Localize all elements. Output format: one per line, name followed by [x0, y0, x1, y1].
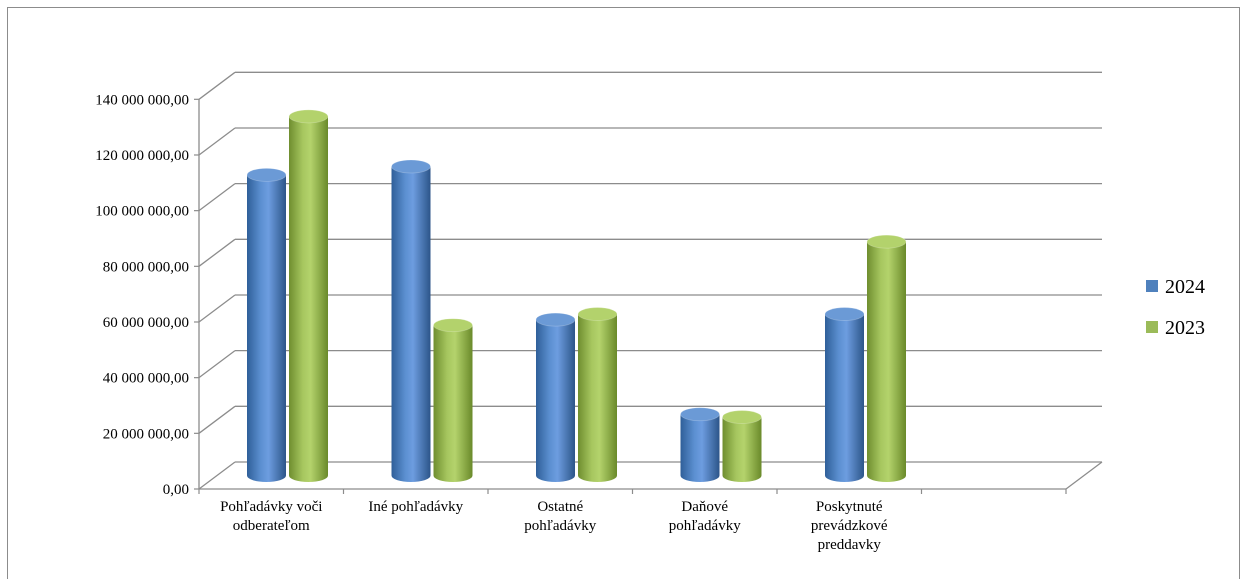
y-tick-label: 0,00	[163, 482, 189, 498]
bar-top	[824, 307, 865, 321]
category-label: Pohľadávky voči	[220, 499, 322, 515]
y-tick-label: 40 000 000,00	[103, 371, 189, 387]
bar-2024	[246, 167, 287, 482]
legend: 2024 2023	[1146, 276, 1205, 339]
category-label: preddavky	[818, 537, 882, 553]
y-tick-label: 100 000 000,00	[95, 204, 189, 220]
bar-top	[288, 109, 329, 124]
bar-2023	[577, 307, 618, 482]
bar-body	[722, 417, 762, 482]
bars-layer	[246, 109, 907, 482]
category-label: Poskytnuté	[816, 499, 883, 515]
legend-label: 2023	[1165, 317, 1205, 339]
bar-body	[680, 414, 720, 482]
y-tick-label: 120 000 000,00	[95, 148, 189, 164]
labels-layer: 0,00 20 000 000,00 40 000 000,00 60 000 000…	[95, 92, 888, 553]
bar-body	[247, 174, 286, 482]
gridline-diagonal	[198, 405, 236, 434]
floor-right-edge	[1065, 461, 1103, 490]
chart-frame	[7, 7, 1240, 579]
bar-2024	[391, 159, 431, 482]
bar-body	[536, 319, 575, 482]
bar-top	[246, 167, 287, 182]
gridline-diagonal	[198, 461, 236, 490]
legend-swatch	[1146, 280, 1158, 292]
category-label: Ostatné	[537, 499, 583, 515]
bar-body	[867, 241, 906, 482]
bar-top	[391, 159, 431, 174]
gridline-diagonal	[198, 350, 236, 379]
category-label: pohľadávky	[524, 518, 596, 534]
bar-2024	[680, 407, 720, 482]
bar-2024	[535, 312, 576, 482]
bar-top	[433, 318, 473, 333]
gridline-diagonal	[198, 71, 236, 100]
bar-body	[433, 325, 473, 482]
legend-swatch	[1146, 321, 1158, 333]
y-tick-label: 80 000 000,00	[103, 259, 189, 275]
bar-body	[578, 314, 617, 482]
category-label: Daňové	[681, 499, 728, 515]
category-label: prevádzkové	[811, 518, 888, 534]
gridline-diagonal	[198, 238, 236, 267]
y-tick-label: 140 000 000,00	[95, 92, 189, 108]
y-tick-label: 20 000 000,00	[103, 426, 189, 442]
bar-top	[680, 407, 720, 422]
grid-layer	[194, 71, 1103, 494]
bar-top	[722, 410, 762, 424]
legend-label: 2024	[1165, 276, 1205, 298]
category-label: pohľadávky	[669, 518, 741, 534]
bar-2024	[824, 307, 865, 482]
y-tick-label: 60 000 000,00	[103, 315, 189, 331]
gridline-diagonal	[198, 127, 236, 156]
gridline-diagonal	[198, 183, 236, 212]
bar-2023	[722, 410, 762, 482]
bar-top	[535, 312, 576, 327]
bar-2023	[866, 234, 907, 482]
gridline-diagonal	[198, 294, 236, 323]
bar-body	[825, 314, 864, 482]
bar-2023	[288, 109, 329, 482]
bar-body	[391, 166, 431, 482]
bar-body	[289, 116, 328, 482]
bar-2023	[433, 318, 473, 482]
category-label: odberateľom	[233, 518, 310, 534]
category-label: Iné pohľadávky	[368, 499, 463, 515]
bar-top	[866, 234, 907, 249]
bar-top	[577, 307, 618, 321]
